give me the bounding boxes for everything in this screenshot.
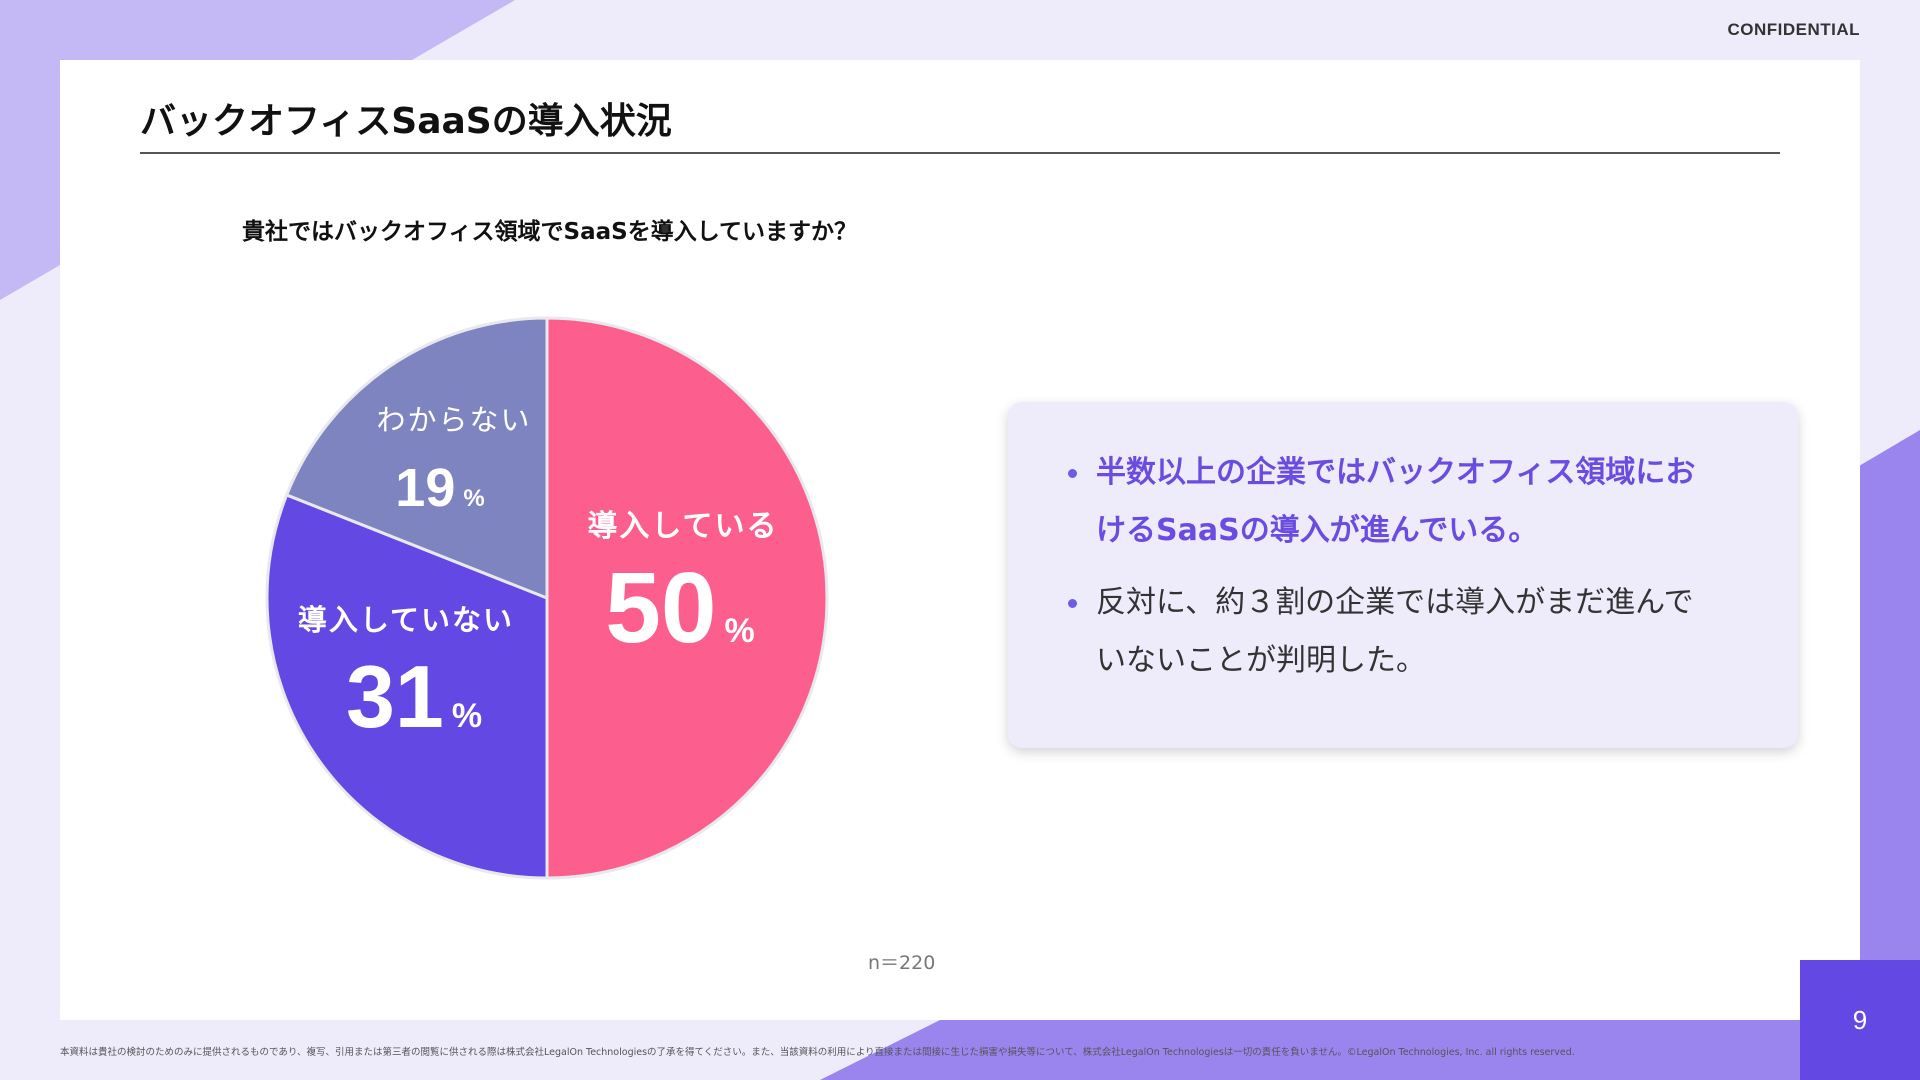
pie-chart: 導入している 50 % 導入していない 31 % わからない 19% (265, 316, 829, 880)
slice-label: 導入していない (298, 603, 514, 637)
confidential-label: CONFIDENTIAL (1727, 20, 1860, 39)
slice-value-label: 31% (346, 647, 482, 746)
page-number: 9 (1800, 960, 1920, 1080)
pie-slice (545, 316, 829, 880)
slice-value-label: 50% (605, 552, 754, 664)
slice-label: 導入している (587, 509, 778, 544)
pie-slice (265, 492, 549, 880)
summary-item: 反対に、約３割の企業では導入がまだ進んで いないことが判明した。 (1064, 574, 1738, 690)
summary-list: 半数以上の企業ではバックオフィス領域にお けるSaaSの導入が進んでいる。 反対… (1008, 402, 1798, 690)
summary-item-line: 反対に、約３割の企業では導入がまだ進んで (1096, 585, 1694, 620)
summary-item-line: けるSaaSの導入が進んでいる。 (1096, 513, 1539, 548)
chart-title: 貴社ではバックオフィス領域でSaaSを導入していますか？ (242, 219, 858, 245)
summary-item-line: いないことが判明した。 (1096, 643, 1426, 678)
summary-box: 半数以上の企業ではバックオフィス領域にお けるSaaSの導入が進んでいる。 反対… (1008, 402, 1798, 748)
summary-item-line: 半数以上の企業ではバックオフィス領域にお (1096, 455, 1696, 490)
title-divider (140, 152, 1780, 154)
slice-value-label: 19% (395, 458, 484, 518)
slice-label: わからない (376, 403, 531, 437)
slide-card: バックオフィスSaaSの導入状況 貴社ではバックオフィス領域でSaaSを導入して… (60, 60, 1860, 1020)
footer-disclaimer: 本資料は貴社の検討のためのみに提供されるものであり、複写、引用または第三者の閲覧… (60, 1047, 1575, 1058)
page-title: バックオフィスSaaSの導入状況 (140, 101, 672, 142)
summary-item: 半数以上の企業ではバックオフィス領域にお けるSaaSの導入が進んでいる。 (1064, 444, 1738, 560)
pie-slice (284, 316, 549, 601)
sample-size-note: n＝220 (868, 952, 936, 974)
